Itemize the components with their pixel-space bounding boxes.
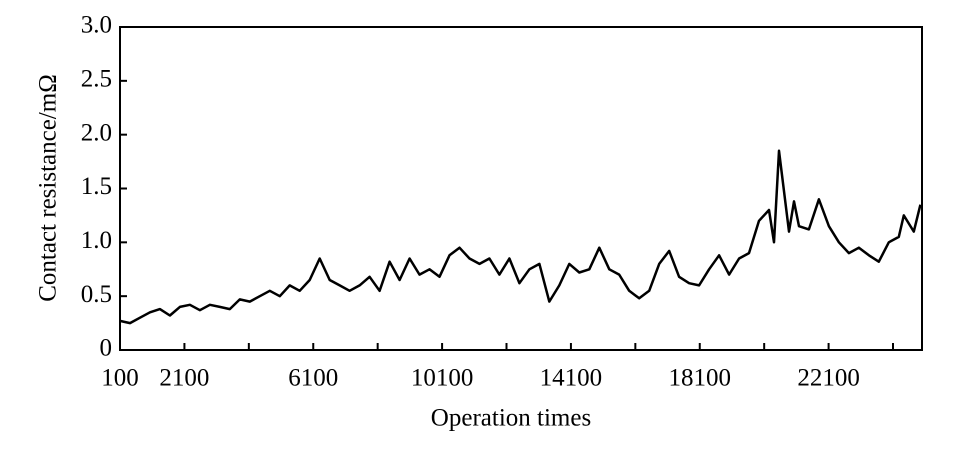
x-axis-label: Operation times	[431, 405, 591, 432]
y-tick-label: 1.5	[81, 173, 112, 200]
y-tick-label: 0	[100, 335, 113, 362]
x-tick-label: 14100	[540, 365, 603, 392]
y-tick-label: 2.5	[81, 66, 112, 93]
y-tick-label: 1.0	[81, 227, 112, 254]
x-tick-label: 100	[101, 365, 139, 392]
x-tick-label: 22100	[797, 365, 860, 392]
y-tick-label: 2.0	[81, 119, 112, 146]
y-tick-label: 3.0	[81, 12, 112, 39]
y-tick-label: 0.5	[81, 281, 112, 308]
x-tick-label: 2100	[159, 365, 209, 392]
x-tick-label: 18100	[669, 365, 732, 392]
plot-frame	[119, 26, 923, 351]
x-tick-label: 10100	[411, 365, 474, 392]
x-tick-label: 6100	[288, 365, 338, 392]
data-line	[119, 149, 922, 325]
y-axis-label: Contact resistance/mΩ	[35, 74, 62, 302]
